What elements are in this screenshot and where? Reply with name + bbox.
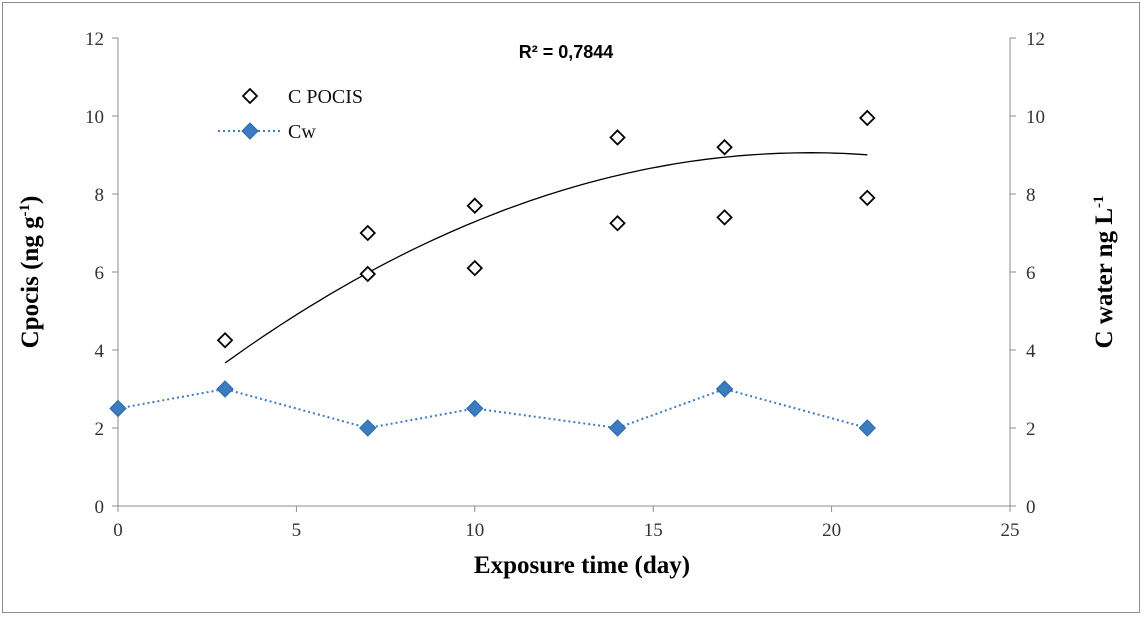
c-pocis-series [216, 109, 876, 349]
x-tick-label: 15 [644, 520, 663, 541]
y-left-tick-label: 6 [95, 263, 105, 284]
cw-point [359, 419, 377, 437]
c-pocis-point [466, 259, 484, 277]
y-left-tick-label: 4 [95, 341, 105, 362]
cw-point [216, 380, 234, 398]
y-right-tick-label: 2 [1026, 419, 1036, 440]
x-tick-label: 0 [113, 520, 123, 541]
y-left-tick-label: 10 [85, 107, 104, 128]
x-tick-label: 25 [1001, 520, 1020, 541]
y-axis-left-title-sup: -1 [17, 204, 33, 217]
cw-point [858, 419, 876, 437]
c-pocis-point [609, 214, 626, 232]
c-pocis-point [216, 331, 234, 349]
y-axis-left-title-tail: ) [17, 196, 44, 204]
cw-point [109, 399, 127, 418]
y-right-tick-label: 4 [1026, 341, 1036, 362]
trendline-group [224, 152, 868, 364]
legend: C POCIS Cw [218, 86, 363, 143]
y-axis-right-title: C water ng L-1 [1091, 195, 1118, 348]
x-axis-title: Exposure time (day) [474, 552, 690, 579]
c-pocis-point [859, 109, 876, 127]
legend-c-pocis-label: C POCIS [288, 86, 363, 108]
y-axis-left-title: Cpocis (ng g-1) [17, 196, 44, 349]
trendline [224, 152, 868, 364]
c-pocis-point [716, 209, 733, 226]
c-pocis-point [359, 265, 377, 283]
x-tick-label: 5 [292, 520, 302, 541]
y-right-tick-label: 6 [1026, 263, 1036, 284]
cw-point [715, 380, 734, 398]
y-left-tick-label: 0 [95, 497, 105, 518]
y-right-tick-label: 8 [1026, 185, 1036, 206]
y-axis-left-title-main: Cpocis (ng g [17, 216, 44, 348]
y-left-tick-label: 12 [85, 29, 104, 50]
legend-c-pocis-marker [241, 87, 259, 105]
y-right-tick-label: 10 [1026, 107, 1045, 128]
y-right-tick-label: 12 [1026, 29, 1045, 50]
x-tick-label: 20 [822, 520, 841, 541]
c-pocis-point [859, 189, 876, 207]
cw-point [608, 419, 627, 437]
legend-cw-marker [241, 122, 259, 140]
cw-point [466, 399, 484, 418]
cw-line [117, 387, 868, 430]
y-axis-right-title-main: C water ng L [1091, 208, 1118, 349]
c-pocis-point [609, 129, 626, 146]
legend-cw-label: Cw [288, 121, 316, 143]
x-tick-label: 10 [465, 520, 484, 541]
y-right-tick-label: 0 [1026, 497, 1036, 518]
c-pocis-point [716, 138, 733, 156]
y-left-tick-label: 8 [95, 185, 105, 206]
axes: 0 2 4 6 8 10 12 0 2 4 6 8 10 12 0 5 10 15 20 25 [85, 29, 1045, 541]
r-squared-annotation: R² = 0,7844 [519, 42, 614, 62]
c-pocis-point [359, 224, 377, 242]
cw-series [109, 380, 876, 437]
y-axis-right-title-sup: -1 [1091, 195, 1107, 208]
c-pocis-point [466, 197, 484, 214]
y-left-tick-label: 2 [95, 419, 105, 440]
